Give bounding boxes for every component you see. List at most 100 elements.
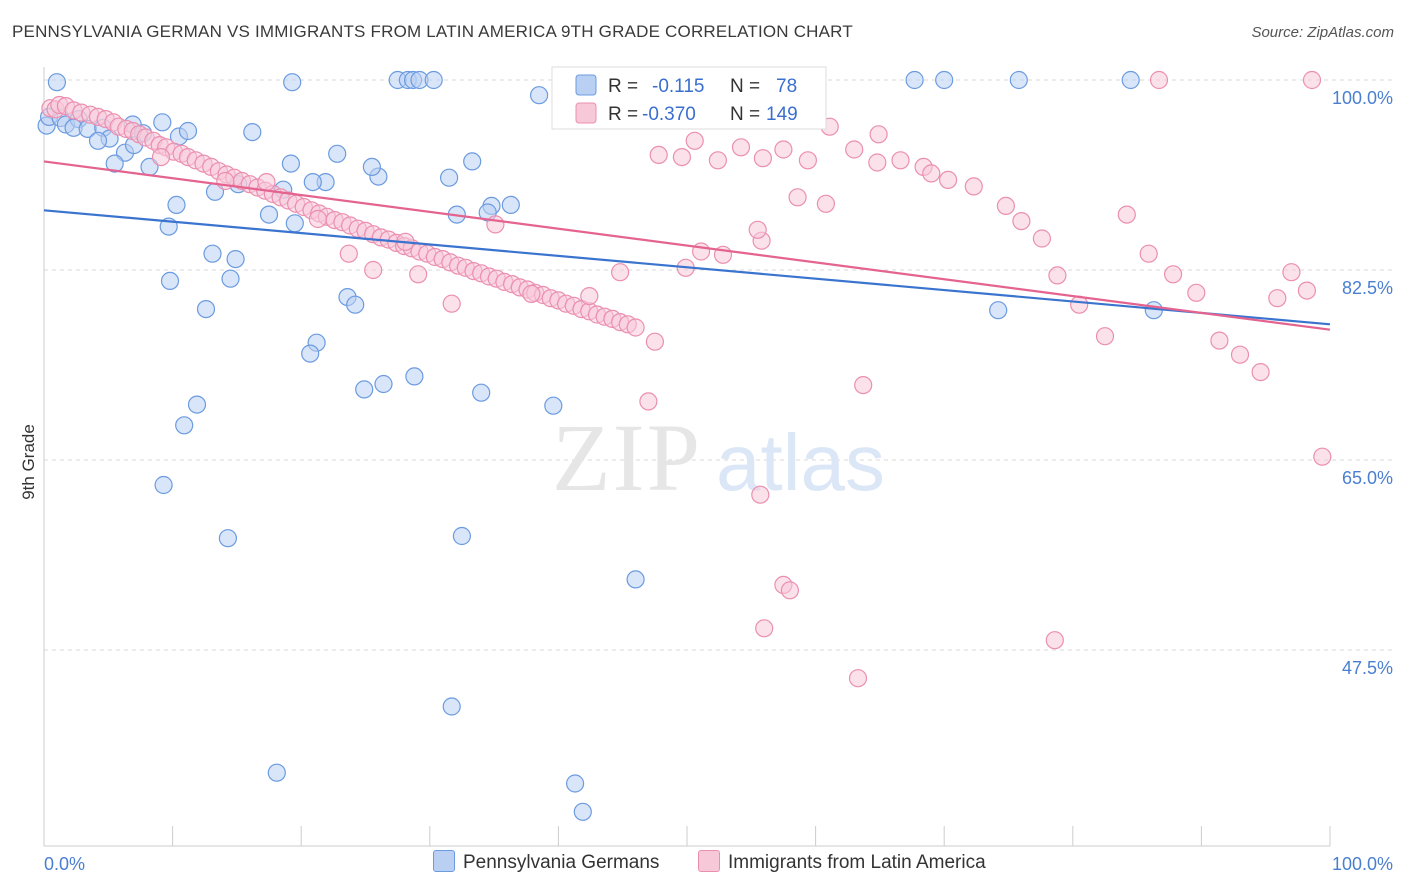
pink-point-117 — [1045, 631, 1064, 650]
legend-n-label-1: N = — [730, 76, 760, 97]
blue-point-71 — [935, 70, 954, 90]
pink-point-141 — [1302, 70, 1322, 90]
blue-point-76 — [989, 301, 1008, 320]
pink-point-85 — [753, 149, 773, 168]
blue-point-68 — [529, 86, 549, 105]
pink-point-134 — [610, 263, 630, 282]
blue-point-41 — [196, 300, 216, 319]
pink-point-128 — [257, 173, 276, 192]
pink-point-94 — [964, 177, 983, 196]
source-label: Source: ZipAtlas.com — [1251, 24, 1394, 41]
blue-point-60 — [573, 802, 592, 821]
axes — [43, 67, 1331, 847]
blue-point-58 — [267, 763, 286, 782]
pink-point-121 — [639, 392, 658, 411]
blue-point-48 — [405, 367, 424, 386]
y-tick-label-2: 65.0% — [1342, 468, 1393, 488]
pink-point-133 — [580, 287, 599, 306]
pink-point-96 — [1012, 212, 1031, 231]
blue-point-24 — [259, 205, 279, 224]
trend-line-immigrants-latin-america — [43, 160, 1331, 331]
blue-point-51 — [187, 395, 207, 414]
pink-point-114 — [780, 581, 800, 600]
pink-point-139 — [816, 194, 836, 213]
x-tick-label-0: 0.0% — [44, 854, 85, 874]
blue-point-27 — [328, 144, 347, 163]
blue-point-77 — [463, 152, 482, 171]
pink-point-107 — [1251, 363, 1270, 382]
legend-swatch-blue — [575, 74, 597, 96]
pink-point-78 — [626, 318, 645, 337]
blue-point-43 — [346, 295, 365, 314]
pink-point-86 — [774, 140, 793, 159]
pink-point-111 — [1313, 447, 1332, 466]
blue-point-46 — [374, 374, 393, 394]
blue-point-40 — [221, 269, 240, 288]
pink-point-105 — [1210, 331, 1229, 350]
blue-point-78 — [501, 195, 520, 214]
pink-point-110 — [1297, 281, 1317, 300]
pink-point-137 — [748, 220, 767, 239]
blue-point-57 — [442, 697, 461, 716]
series-immigrants-latin-america — [41, 70, 1332, 688]
blue-point-62 — [283, 73, 302, 92]
pink-point-79 — [645, 332, 665, 351]
legend-r-value-1: -0.115 — [652, 76, 704, 97]
pink-point-100 — [1095, 327, 1115, 346]
blue-point-36 — [285, 214, 304, 233]
blue-point-74 — [905, 70, 924, 90]
blue-point-29 — [303, 173, 322, 192]
x-tick-label-1: 100.0% — [1332, 854, 1393, 874]
pink-point-106 — [1230, 345, 1250, 364]
pink-point-95 — [996, 196, 1016, 215]
pink-point-123 — [364, 260, 383, 280]
pink-point-84 — [731, 138, 751, 157]
blue-point-47 — [355, 380, 374, 399]
blue-point-15 — [153, 113, 172, 132]
y-axis-title: 9th Grade — [19, 424, 38, 500]
pink-point-142 — [869, 125, 888, 144]
legend-r-label-2: R = — [608, 104, 638, 125]
blue-point-53 — [154, 475, 173, 495]
y-tick-label-0: 100.0% — [1332, 88, 1393, 108]
pink-point-122 — [486, 215, 505, 234]
pink-point-83 — [708, 151, 728, 170]
chart-title: PENNSYLVANIA GERMAN VS IMMIGRANTS FROM L… — [12, 22, 853, 41]
pink-point-109 — [1282, 263, 1301, 282]
blue-point-9 — [88, 131, 108, 150]
stats-legend: R = -0.115 N = 78 R = -0.370 N = 149 — [551, 66, 827, 130]
pink-point-138 — [788, 188, 807, 207]
pink-point-91 — [891, 151, 910, 170]
pink-point-116 — [848, 669, 868, 688]
pink-point-131 — [442, 294, 461, 313]
blue-point-22 — [243, 123, 262, 142]
pink-point-101 — [1117, 205, 1136, 224]
blue-point-32 — [440, 168, 459, 187]
trend-line-pennsylvania-germans — [43, 209, 1331, 326]
pink-point-103 — [1163, 265, 1183, 284]
pink-point-82 — [685, 131, 704, 150]
blue-point-61 — [47, 73, 67, 92]
pink-point-140 — [1149, 70, 1169, 90]
legend-label-pennsylvania-germans: Pennsylvania Germans — [463, 852, 660, 873]
legend-n-value-1: 78 — [776, 76, 797, 97]
legend-label-immigrants-latin-america: Immigrants from Latin America — [728, 852, 986, 873]
pink-point-115 — [755, 619, 774, 638]
blue-point-37 — [203, 244, 222, 263]
pink-point-132 — [522, 284, 541, 303]
blue-point-31 — [362, 157, 381, 176]
pink-point-118 — [854, 376, 873, 395]
blue-point-17 — [178, 121, 198, 141]
blue-point-67 — [424, 70, 443, 90]
pink-point-87 — [798, 151, 818, 170]
y-tick-labels: 100.0% 82.5% 65.0% 47.5% — [1332, 88, 1393, 678]
legend-swatch-pink-bottom — [698, 850, 720, 872]
trend-lines — [43, 160, 1331, 331]
watermark-zip: ZIP — [552, 404, 702, 511]
legend-item-pennsylvania-germans: Pennsylvania Germans — [433, 850, 659, 874]
pink-point-108 — [1268, 289, 1287, 308]
pink-point-81 — [672, 148, 692, 167]
blue-point-28 — [281, 154, 300, 173]
legend-n-label-2: N = — [730, 104, 760, 125]
